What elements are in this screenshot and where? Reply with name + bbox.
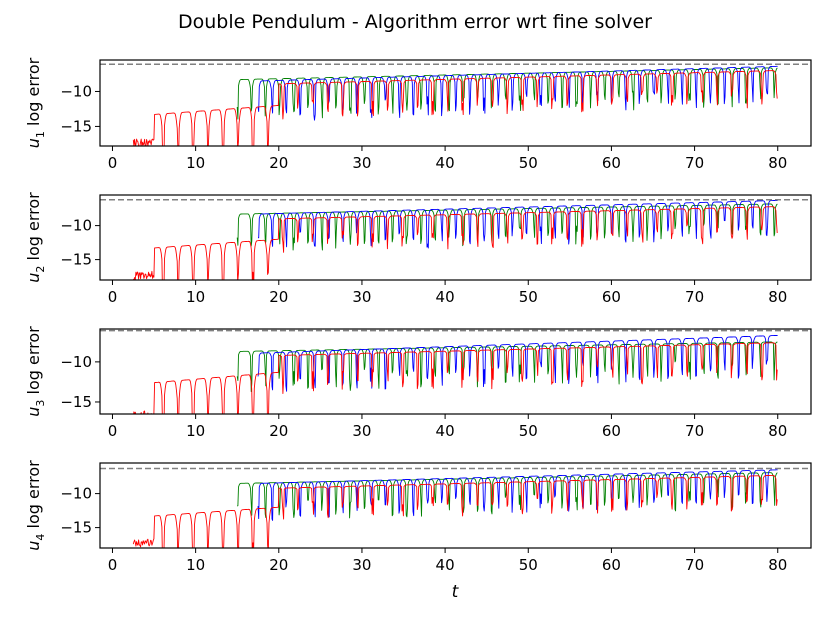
- series-group: [132, 469, 778, 548]
- series-group: [133, 334, 778, 414]
- y-axis-label: u4 log error: [24, 460, 47, 551]
- series-group: [132, 65, 778, 146]
- x-tick-label: 60: [602, 422, 621, 440]
- x-tick-label: 50: [519, 154, 538, 172]
- x-tick-label: 20: [269, 154, 288, 172]
- y-tick-label: −10: [60, 82, 92, 100]
- series-line-green: [236, 341, 778, 392]
- series-line-blue: [257, 469, 778, 521]
- y-tick-label: −15: [60, 519, 92, 537]
- x-tick-label: 80: [768, 288, 787, 306]
- x-tick-label: 30: [352, 422, 371, 440]
- y-tick-label: −15: [60, 117, 92, 135]
- x-tick-label: 0: [108, 556, 118, 574]
- panel-1: 0 10 20 30 40 50 60 70 80 −10 −15 u1 log error: [24, 57, 812, 172]
- x-tick-label: 10: [186, 154, 205, 172]
- x-tick-label: 10: [186, 288, 205, 306]
- chart-title: Double Pendulum - Algorithm error wrt fi…: [178, 11, 652, 33]
- y-tick-label: −10: [60, 217, 92, 235]
- y-tick-label: −10: [60, 485, 92, 503]
- series-line-red: [133, 206, 778, 280]
- axes-frame: [99, 462, 812, 549]
- series-line-green: [236, 203, 778, 251]
- y-axis-label: u2 log error: [24, 192, 47, 283]
- x-tick-label: 10: [186, 556, 205, 574]
- x-tick-label: 30: [352, 288, 371, 306]
- series-line-green: [236, 67, 778, 120]
- x-tick-label: 20: [269, 422, 288, 440]
- x-tick-label: 70: [685, 288, 704, 306]
- series-line-blue: [257, 334, 778, 392]
- x-tick-label: 50: [519, 556, 538, 574]
- y-tick-label: −15: [60, 393, 92, 411]
- x-tick-label: 60: [602, 556, 621, 574]
- x-tick-label: 80: [768, 154, 787, 172]
- axes-frame: [99, 194, 812, 281]
- x-tick-label: 80: [768, 556, 787, 574]
- x-tick-label: 70: [685, 154, 704, 172]
- x-tick-label: 40: [436, 154, 455, 172]
- x-tick-label: 70: [685, 422, 704, 440]
- x-tick-label: 20: [269, 288, 288, 306]
- series-group: [133, 200, 778, 280]
- x-tick-label: 0: [108, 422, 118, 440]
- panel-4: 0 10 20 30 40 50 60 70 80 −10 −15 u4 log error: [24, 460, 812, 574]
- x-tick-label: 50: [519, 422, 538, 440]
- x-axis-label: t: [452, 582, 460, 602]
- x-tick-label: 70: [685, 556, 704, 574]
- series-line-red: [133, 342, 778, 414]
- axes-frame: [99, 59, 812, 147]
- y-tick-label: −10: [60, 353, 92, 371]
- x-tick-label: 60: [602, 154, 621, 172]
- panels: 0 10 20 30 40 50 60 70 80 −10 −15 u1 log error 0 10 20…: [24, 57, 812, 574]
- y-axis-label: u3 log error: [24, 326, 47, 417]
- series-line-red: [132, 70, 778, 146]
- x-tick-label: 40: [436, 422, 455, 440]
- panel-3: 0 10 20 30 40 50 60 70 80 −10 −15 u3 log error: [24, 326, 812, 440]
- x-tick-label: 0: [108, 288, 118, 306]
- panel-2: 0 10 20 30 40 50 60 70 80 −10 −15 u2 log error: [24, 192, 812, 306]
- series-line-green: [236, 472, 778, 519]
- series-line-blue: [257, 200, 778, 249]
- axes-frame: [99, 328, 812, 415]
- series-line-blue: [257, 65, 778, 121]
- series-line-red: [132, 474, 778, 548]
- x-tick-label: 60: [602, 288, 621, 306]
- y-axis-label: u1 log error: [24, 57, 47, 148]
- x-tick-label: 50: [519, 288, 538, 306]
- x-tick-label: 10: [186, 422, 205, 440]
- x-tick-label: 40: [436, 288, 455, 306]
- x-tick-label: 80: [768, 422, 787, 440]
- y-tick-label: −15: [60, 251, 92, 269]
- x-tick-label: 0: [108, 154, 118, 172]
- x-tick-label: 30: [352, 154, 371, 172]
- x-tick-label: 20: [269, 556, 288, 574]
- x-tick-label: 30: [352, 556, 371, 574]
- x-tick-label: 40: [436, 556, 455, 574]
